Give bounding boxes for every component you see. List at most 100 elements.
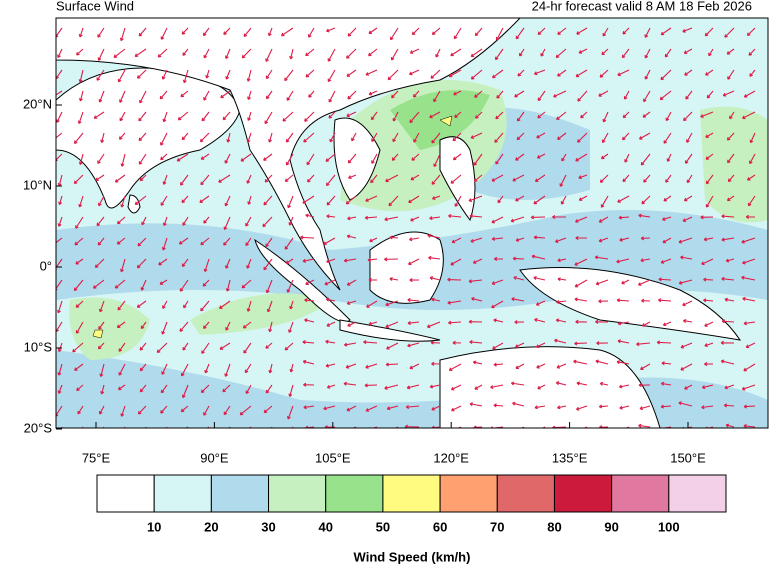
wind-arrow [680,255,693,260]
wind-arrow [618,215,630,220]
wind-arrow [426,321,441,329]
wind-arrow [96,69,105,81]
wind-arrow [678,279,693,285]
wind-arrow [138,111,147,122]
wind-arrow [392,132,399,143]
wind-arrow [346,405,357,412]
wind-arrow [204,363,210,374]
wind-arrow [624,153,630,163]
wind-arrow [305,279,315,286]
wind-arrow [577,90,588,102]
wind-arrow [161,237,168,251]
wind-arrow [264,174,273,183]
wind-arrow [742,111,756,120]
wind-arrow [517,69,525,77]
wind-arrow [682,27,693,33]
wind-area [190,293,330,335]
wind-arrow [497,195,504,204]
wind-arrow [289,300,294,310]
wind-arrow [619,405,630,410]
wind-arrow [265,237,273,248]
lat-label: 10°N [23,177,52,192]
wind-arrow [433,153,441,168]
wind-arrow [201,342,210,354]
wind-arrow [139,174,147,182]
wind-arrow [162,174,168,185]
lon-label: 120°E [433,450,469,465]
wind-arrow [640,258,651,263]
wind-arrow [325,297,336,302]
wind-arrow [219,342,231,350]
wind-arrow [636,342,651,347]
land-java [339,319,441,342]
wind-arrow [180,90,189,98]
wind-arrow [682,216,693,222]
wind-arrow [700,111,714,118]
wind-arrow [705,153,714,160]
wind-arrow [118,363,126,376]
wind-arrow [494,132,504,143]
wind-arrow [474,90,483,98]
wind-arrow [552,214,567,220]
wind-arrow [327,69,336,83]
wind-arrow [56,237,63,245]
wind-arrow [704,362,714,367]
wind-arrow [391,90,399,99]
wind-arrow [492,342,504,350]
wind-arrow [555,381,567,386]
wind-arrow [120,258,126,273]
wind-arrow [516,132,525,141]
wind-arrow [347,216,357,221]
wind-arrow [119,27,126,42]
wind-arrow [203,216,210,224]
wind-arrow [683,111,693,122]
wind-arrow [749,153,756,165]
wind-arrow [684,153,693,164]
wind-arrow [491,236,504,241]
wind-arrow [409,278,420,283]
wind-arrow [641,195,651,205]
land-asia [56,18,521,291]
wind-arrow [535,300,546,306]
wind-arrow [327,48,336,62]
wind-arrow [557,405,567,410]
wind-arrow [160,132,168,146]
wind-arrow [73,174,84,185]
wind-arrow [57,342,63,353]
wind-arrow [218,174,231,183]
wind-arrow [117,384,126,391]
wind-arrow [428,255,441,260]
wind-arrow [405,405,420,410]
wind-arrow [329,132,336,143]
wind-arrow [432,195,441,200]
wind-arrow [265,279,273,294]
wind-arrow [469,214,483,219]
wind-arrow [678,237,693,244]
wind-arrow [162,216,168,227]
lat-label: 20°S [24,420,53,435]
wind-arrow [555,48,567,59]
wind-arrow [223,216,231,230]
wind-arrow [241,279,252,289]
wind-arrow [617,69,630,77]
wind-arrow [535,342,546,348]
wind-arrow [749,69,756,77]
wind-arrow [427,233,441,239]
wind-arrow [347,153,357,164]
wind-arrow [303,382,315,387]
wind-arrow [410,174,420,181]
wind-arrow [97,27,105,38]
wind-arrow [623,90,630,100]
wind-arrow [343,381,357,386]
wind-arrow [181,384,189,399]
wind-arrow [73,132,84,144]
wind-arrow [384,257,399,262]
wind-arrow [225,279,231,292]
wind-arrow [304,111,315,122]
wind-arrow [223,27,231,35]
wind-arrow [705,132,714,138]
wind-arrow [684,384,693,390]
wind-arrow [239,405,252,416]
wind-arrow [686,132,693,143]
wind-arrow [660,258,672,264]
